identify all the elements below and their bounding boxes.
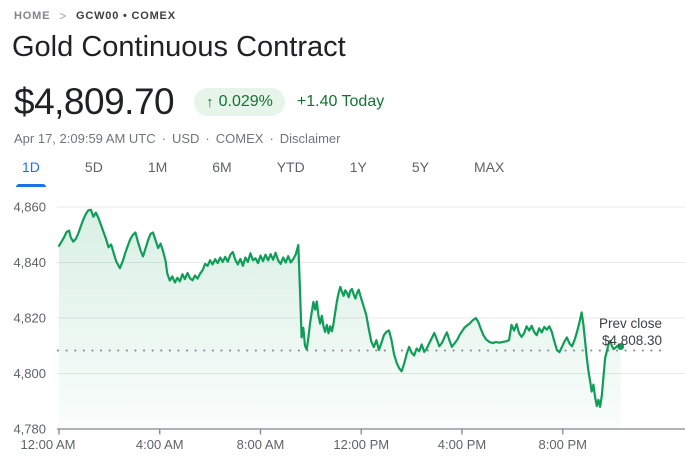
x-axis-label: 12:00 AM <box>21 437 76 452</box>
separator: · <box>161 131 166 146</box>
change-percent: 0.029% <box>218 93 273 110</box>
timestamp: Apr 17, 2:09:59 AM UTC <box>14 131 156 146</box>
x-axis-label: 4:00 PM <box>438 437 486 452</box>
disclaimer-link[interactable]: Disclaimer <box>279 131 341 146</box>
tab-ytd[interactable]: YTD <box>269 155 313 187</box>
tab-label: 1M <box>147 159 168 175</box>
tab-6m[interactable]: 6M <box>204 155 239 187</box>
x-axis-label: 8:00 PM <box>539 437 587 452</box>
separator: · <box>269 131 274 146</box>
tab-1m[interactable]: 1M <box>140 155 175 187</box>
change-percent-badge: ↑ 0.029% <box>194 88 285 116</box>
y-axis-label: 4,780 <box>13 422 46 437</box>
tab-label: 1D <box>22 159 40 175</box>
active-tab-underline <box>16 184 46 187</box>
tab-1y[interactable]: 1Y <box>342 155 375 187</box>
y-axis-label: 4,860 <box>13 200 46 215</box>
prev-close-label: Prev close <box>599 316 662 331</box>
chevron-right-icon: > <box>59 9 68 23</box>
tab-1d[interactable]: 1D <box>14 155 48 187</box>
tab-max[interactable]: MAX <box>466 155 512 187</box>
exchange-label: COMEX <box>215 131 264 146</box>
current-price: $4,809.70 <box>14 81 175 122</box>
tab-label: 6M <box>212 159 232 175</box>
tab-label: YTD <box>276 159 305 175</box>
page-title: Gold Continuous Contract <box>12 31 346 63</box>
tab-label: 5Y <box>411 159 429 175</box>
prev-close-value: $4,808.30 <box>602 333 662 348</box>
breadcrumb-home-link[interactable]: HOME <box>14 10 51 22</box>
price-area-fill <box>59 209 621 429</box>
y-axis-label: 4,800 <box>13 366 46 381</box>
y-axis-label: 4,840 <box>13 255 46 270</box>
y-axis-label: 4,820 <box>13 311 46 326</box>
x-axis-label: 8:00 AM <box>237 437 285 452</box>
currency-label: USD <box>171 131 200 146</box>
x-axis-label: 12:00 PM <box>333 437 389 452</box>
tab-5d[interactable]: 5D <box>77 155 111 187</box>
x-axis-label: 4:00 AM <box>136 437 184 452</box>
price-chart[interactable]: 4,860 4,840 4,820 4,800 4,780 12:00 AM 4:00 AM… <box>0 185 685 466</box>
price-row: $4,809.70 ↑ 0.029% +1.40 Today <box>14 81 385 122</box>
quote-meta: Apr 17, 2:09:59 AM UTC · USD · COMEX · D… <box>14 131 340 146</box>
tab-label: 5D <box>84 159 103 175</box>
change-today: +1.40 Today <box>296 93 385 110</box>
breadcrumb-current: GCW00 • COMEX <box>76 10 176 22</box>
tab-5y[interactable]: 5Y <box>404 155 437 187</box>
tab-label: 1Y <box>349 159 367 175</box>
time-range-tabs: 1D 5D 1M 6M YTD 1Y 5Y MAX <box>14 155 541 187</box>
last-price-dot <box>617 343 625 350</box>
price-line <box>57 208 622 408</box>
breadcrumb: HOME > GCW00 • COMEX <box>14 9 176 23</box>
up-arrow-icon: ↑ <box>206 93 214 111</box>
tab-label: MAX <box>473 159 505 175</box>
separator: · <box>205 131 210 146</box>
